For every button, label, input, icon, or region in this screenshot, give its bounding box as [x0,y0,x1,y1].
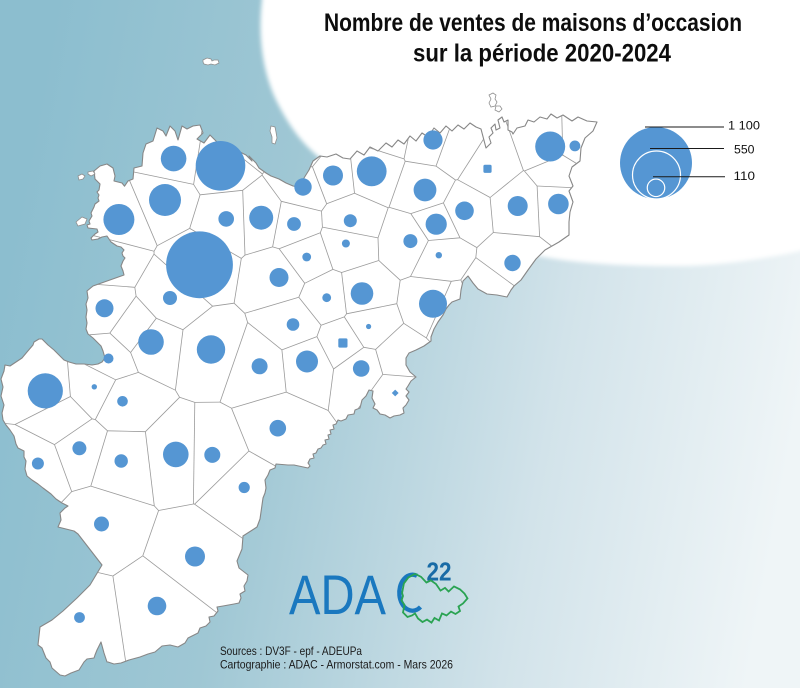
svg-text:Sources : DV3F - epf - ADEUPa: Sources : DV3F - epf - ADEUPa [220,645,362,658]
svg-text:550: 550 [734,142,755,156]
svg-text:Nombre de ventes de maisons d’: Nombre de ventes de maisons d’occasion [324,9,742,37]
svg-text:Cartographie : ADAC - Armorsta: Cartographie : ADAC - Armorstat.com - Ma… [220,659,453,672]
svg-text:1 100: 1 100 [728,118,760,132]
svg-text:sur la période 2020-2024: sur la période 2020-2024 [413,40,671,68]
svg-text:22: 22 [427,557,452,587]
svg-text:110: 110 [734,169,756,183]
svg-text:ADA: ADA [289,563,387,626]
